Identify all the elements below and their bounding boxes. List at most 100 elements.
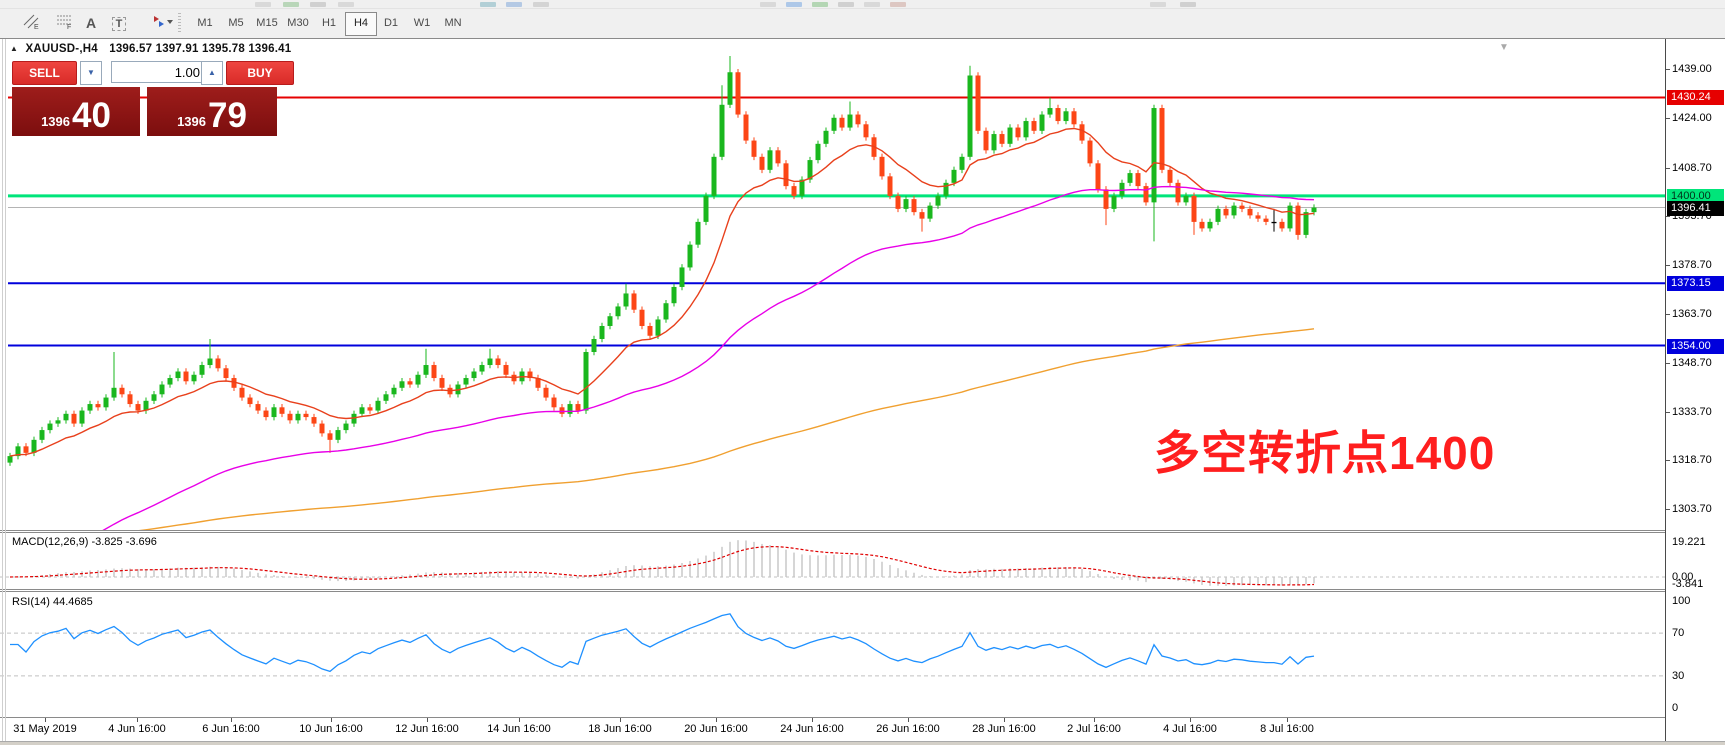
time-tick [519, 718, 520, 722]
sell-price-small: 1396 [41, 114, 70, 129]
timeframe-m30[interactable]: M30 [287, 17, 309, 29]
toolbar-fragment [310, 2, 326, 7]
macd-panel[interactable] [0, 533, 1665, 589]
toolbar-separator [178, 13, 181, 33]
time-tick-label: 4 Jun 16:00 [108, 723, 166, 735]
svg-text:E: E [34, 24, 39, 30]
buy-button[interactable]: BUY [226, 61, 294, 85]
svg-text:F: F [67, 24, 71, 30]
main-chart[interactable] [0, 40, 1665, 530]
sell-button[interactable]: SELL [12, 61, 77, 85]
volume-increase-button[interactable]: ▲ [201, 61, 223, 85]
timeframe-w1[interactable]: W1 [413, 17, 431, 29]
price-tick-label: 1378.70 [1672, 259, 1712, 272]
toolbar-fragment [338, 2, 354, 7]
timeframe-m1[interactable]: M1 [197, 17, 213, 29]
timeframe-m15[interactable]: M15 [256, 17, 278, 29]
arrow-objects-icon[interactable] [136, 12, 173, 34]
timeframe-d1[interactable]: D1 [383, 17, 399, 29]
time-tick-label: 6 Jun 16:00 [202, 723, 260, 735]
panel-separator[interactable] [0, 589, 1725, 590]
price-tick [1666, 117, 1670, 119]
price-badge: 1373.15 [1667, 276, 1724, 292]
price-tick-label: 1303.70 [1672, 503, 1712, 516]
timeframe-h1[interactable]: H1 [321, 17, 337, 29]
price-tick [1666, 460, 1670, 462]
price-tick-label: 1318.70 [1672, 454, 1712, 467]
clipped-toolbar-row [0, 0, 1725, 9]
rsi-panel[interactable] [0, 592, 1665, 717]
panel-separator [0, 591, 1725, 592]
scroll-to-end-icon[interactable]: ▼ [1499, 42, 1509, 53]
macd-label: MACD(12,26,9) -3.825 -3.696 [12, 536, 157, 548]
equidistant-channel-icon[interactable]: E [8, 12, 39, 34]
price-tick [1666, 265, 1670, 267]
price-badge: 1400.00 [1667, 188, 1724, 204]
time-tick [45, 718, 46, 722]
toolbar-fragment [480, 2, 496, 7]
price-tick-label: 1408.70 [1672, 161, 1712, 174]
collapse-arrow-icon[interactable]: ▲ [10, 44, 19, 53]
chart-annotation-text: 多空转折点1400 [1154, 427, 1496, 479]
price-tick-label: 1333.70 [1672, 405, 1712, 418]
time-tick [620, 718, 621, 722]
panel-separator[interactable] [0, 530, 1725, 531]
toolbar-fragment [864, 2, 880, 7]
time-tick-label: 31 May 2019 [13, 723, 77, 735]
price-axis[interactable]: 1439.00 1424.00 1408.70 1393.70 1378.70 1363.… [1665, 39, 1725, 741]
ohlc-values: 1396.57 1397.91 1395.78 1396.41 [109, 43, 292, 55]
toolbar-fragment [812, 2, 828, 7]
time-tick-label: 24 Jun 16:00 [780, 723, 844, 735]
price-badge: 1396.41 [1667, 200, 1724, 216]
one-click-trading-panel: SELL ▼ ▲ BUY 1396 40 1396 79 [10, 61, 296, 136]
price-tick [1666, 69, 1670, 70]
time-tick [1287, 718, 1288, 722]
buy-price-big: 79 [207, 96, 247, 135]
panel-separator [0, 717, 1725, 718]
toolbar-fragment [1180, 2, 1196, 7]
buy-price-panel[interactable]: 1396 79 [147, 87, 277, 136]
window-edge [5, 39, 6, 741]
toolbar-fragment [283, 2, 299, 7]
toolbar-fragment [838, 2, 854, 7]
toolbar-fragment [533, 2, 549, 7]
volume-decrease-button[interactable]: ▼ [80, 61, 102, 85]
time-tick [1190, 718, 1191, 722]
rsi-axis-label: 100 [1672, 595, 1691, 607]
price-tick [1666, 509, 1670, 511]
macd-axis-label: -3.841 [1672, 577, 1704, 590]
price-tick [1666, 411, 1670, 413]
price-tick-label: 1424.00 [1672, 111, 1712, 124]
symbol-header: ▲ XAUUSD-,H4 1396.57 1397.91 1395.78 139… [10, 43, 291, 55]
timeframe-m5[interactable]: M5 [228, 17, 244, 29]
time-tick [716, 718, 717, 722]
text-annotation-icon[interactable]: A [85, 15, 97, 31]
time-tick-label: 20 Jun 16:00 [684, 723, 748, 735]
timeframe-h4[interactable]: H4 [345, 12, 377, 36]
time-tick [231, 718, 232, 722]
toolbar-fragment [760, 2, 776, 7]
toolbar-fragment [506, 2, 522, 7]
time-axis[interactable]: 31 May 2019 4 Jun 16:00 6 Jun 16:00 10 Jun … [0, 718, 1665, 741]
fibonacci-retracement-icon[interactable]: F [42, 12, 71, 34]
time-tick-label: 28 Jun 16:00 [972, 723, 1036, 735]
time-tick [137, 718, 138, 722]
time-tick [1004, 718, 1005, 722]
sell-price-panel[interactable]: 1396 40 [12, 87, 140, 136]
toolbar-fragment [890, 2, 906, 7]
sell-price-big: 40 [71, 96, 111, 135]
chart-top-border [0, 38, 1725, 39]
toolbar-fragment [1150, 2, 1166, 7]
buy-price-small: 1396 [177, 114, 206, 129]
volume-input[interactable] [111, 61, 207, 83]
time-tick-label: 8 Jul 16:00 [1260, 723, 1314, 735]
toolbar-fragment [255, 2, 271, 7]
timeframe-mn[interactable]: MN [444, 17, 462, 29]
time-tick-label: 2 Jul 16:00 [1067, 723, 1121, 735]
text-label-icon[interactable]: T [106, 12, 132, 34]
price-tick-label: 1439.00 [1672, 63, 1712, 75]
time-tick [427, 718, 428, 722]
macd-axis-label: 19.221 [1672, 536, 1706, 549]
time-tick [331, 718, 332, 722]
price-tick [1666, 313, 1670, 315]
